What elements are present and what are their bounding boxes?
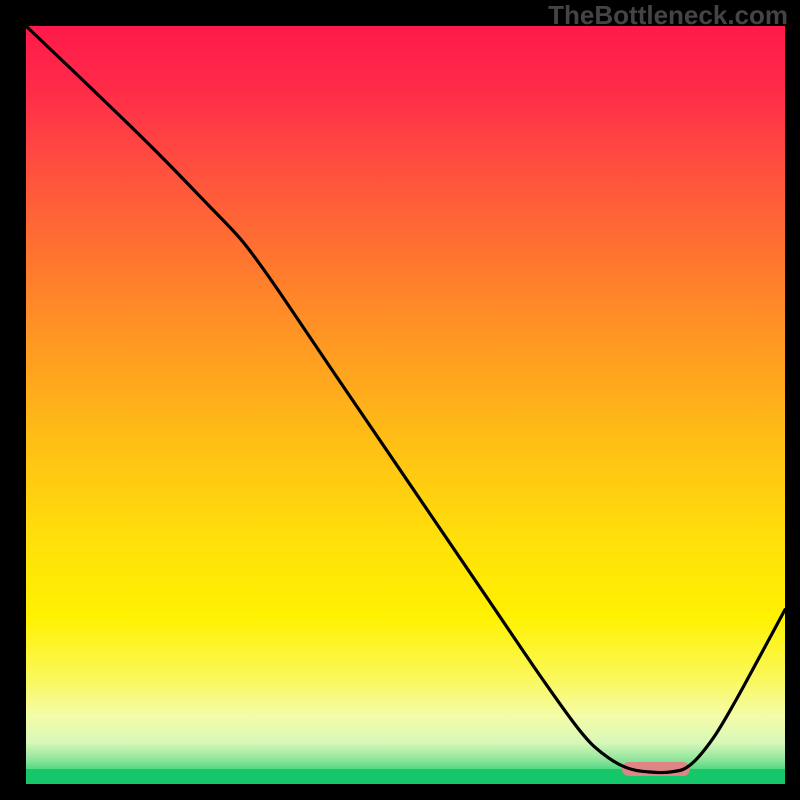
chart-container: { "meta": { "type": "line-over-gradient"… bbox=[0, 0, 800, 800]
curve-layer bbox=[26, 26, 785, 784]
bottleneck-curve bbox=[26, 26, 785, 773]
plot-area bbox=[26, 26, 785, 784]
watermark-text: TheBottleneck.com bbox=[548, 0, 788, 31]
